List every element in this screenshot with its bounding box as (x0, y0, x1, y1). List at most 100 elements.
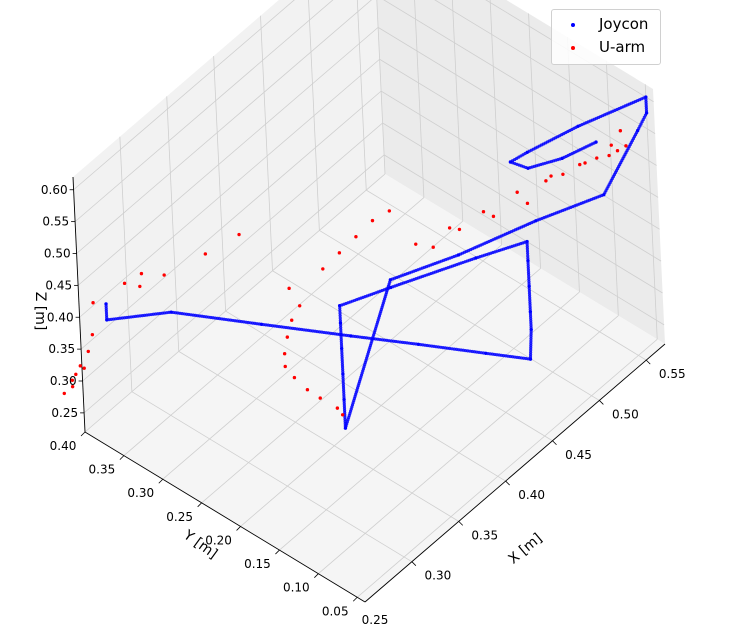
data-point-joycon (104, 313, 109, 317)
data-point-u-arm (318, 396, 322, 400)
data-point-u-arm (70, 378, 75, 382)
y-tick-mark (80, 431, 86, 437)
data-point-u-arm (74, 372, 78, 377)
data-point-u-arm (292, 375, 297, 380)
data-point-joycon (528, 298, 532, 302)
data-point-joycon (339, 332, 343, 337)
y-tick-label: 0.10 (283, 581, 310, 595)
grid-line-x-wall (308, 0, 320, 231)
grid-line-z-side (434, 0, 656, 134)
grid-line-x-wall (260, 15, 273, 271)
data-point-u-arm (62, 391, 66, 396)
y-tick-label: 0.05 (322, 604, 349, 618)
data-point-joycon (526, 263, 530, 267)
grid-line-y-wall (567, 37, 580, 293)
grid-line-z-side (485, 0, 654, 103)
data-point-joycon (104, 311, 109, 315)
x-tick-label: 0.55 (659, 367, 686, 381)
data-point-joycon (527, 284, 531, 288)
data-point-joycon (644, 99, 648, 104)
x-tick-mark (599, 400, 604, 405)
data-point-joycon (339, 330, 343, 334)
grid-line-y-floor (356, 338, 658, 598)
data-point-joycon (528, 305, 532, 309)
data-point-u-arm (457, 227, 462, 232)
data-point-joycon (525, 242, 529, 246)
data-point-joycon (340, 356, 344, 360)
grid-line-z-wall (79, 58, 380, 318)
grid-line-z-wall (83, 154, 385, 414)
grid-line-y-wall (605, 60, 619, 316)
data-point-joycon (526, 254, 530, 258)
data-point-joycon (528, 310, 533, 314)
data-point-u-arm (337, 251, 342, 255)
z-axis-line (72, 176, 86, 433)
data-point-u-arm (370, 218, 375, 223)
data-point-u-arm (283, 364, 287, 369)
data-point-u-arm (335, 406, 340, 410)
grid-line-y-wall (644, 84, 658, 340)
data-point-joycon (338, 321, 343, 325)
data-point-joycon (526, 251, 530, 256)
y-tick-mark (158, 478, 164, 484)
data-point-joycon (529, 343, 533, 348)
data-point-joycon (104, 306, 108, 311)
data-point-joycon (341, 367, 345, 371)
data-point-joycon (341, 386, 346, 390)
y-tick-label: 0.25 (166, 510, 193, 524)
data-point-u-arm (78, 364, 83, 368)
data-point-joycon (529, 341, 533, 345)
grid-line-y-wall (451, 0, 464, 222)
data-point-joycon (338, 313, 342, 318)
data-point-joycon (340, 358, 344, 362)
data-point-u-arm (90, 332, 95, 337)
data-point-joycon (341, 381, 345, 385)
data-point-joycon (340, 349, 344, 353)
x-tick-label: 0.50 (612, 407, 639, 421)
data-point-joycon (342, 390, 346, 395)
data-point-joycon (644, 106, 648, 111)
grid-line-y-floor (240, 268, 541, 527)
grid-line-z-wall (74, 0, 334, 222)
y-tick-label: 0.40 (50, 439, 77, 453)
legend-marker-uarm (571, 46, 575, 50)
data-point-u-arm (70, 384, 75, 389)
x-tick-label: 0.35 (471, 528, 498, 542)
data-point-joycon (528, 296, 532, 300)
floor-pane (85, 174, 665, 602)
data-point-u-arm (607, 153, 611, 158)
data-point-joycon (104, 304, 108, 308)
data-point-joycon (340, 351, 344, 355)
data-point-joycon (341, 374, 345, 378)
data-point-u-arm (595, 156, 599, 160)
data-point-joycon (527, 275, 531, 279)
data-point-joycon (527, 293, 532, 298)
data-point-joycon (644, 109, 649, 113)
data-point-joycon (104, 309, 108, 313)
data-point-joycon (339, 328, 343, 332)
data-point-u-arm (491, 214, 496, 219)
data-point-joycon (526, 266, 530, 270)
data-point-joycon (527, 289, 531, 293)
x-axis-line (364, 343, 666, 603)
data-point-u-arm (290, 318, 294, 322)
data-point-joycon (338, 316, 342, 320)
data-point-u-arm (138, 284, 142, 289)
data-point-joycon (527, 273, 531, 277)
data-point-joycon (529, 334, 533, 338)
data-point-u-arm (162, 273, 166, 277)
grid-line-z-side (379, 58, 660, 230)
grid-line-y-wall (528, 13, 541, 269)
data-point-u-arm (624, 144, 628, 148)
z-tick-label: 0.40 (47, 310, 74, 324)
data-point-u-arm (285, 335, 290, 339)
data-point-joycon (528, 307, 532, 312)
data-point-u-arm (549, 174, 553, 178)
data-point-u-arm (82, 366, 86, 370)
grid-line-y-wall (414, 0, 425, 198)
y-tick-mark (275, 549, 280, 555)
data-point-joycon (529, 339, 533, 343)
data-point-joycon (339, 342, 344, 346)
data-point-u-arm (354, 235, 358, 239)
data-point-u-arm (615, 148, 620, 153)
